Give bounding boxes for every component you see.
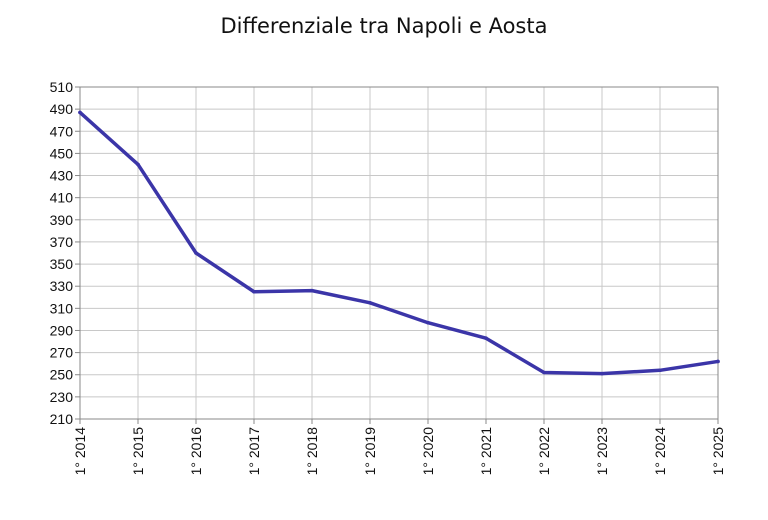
x-tick-label: 1° 2023 <box>594 427 610 476</box>
data-point <box>426 320 430 325</box>
grid-lines <box>79 86 719 420</box>
data-point <box>484 336 488 341</box>
x-tick-label: 1° 2017 <box>246 427 262 476</box>
data-point <box>78 110 82 115</box>
y-tick-label: 450 <box>50 145 74 161</box>
y-tick-label: 210 <box>50 411 74 427</box>
x-tick-label: 1° 2014 <box>72 427 88 476</box>
data-point <box>310 288 314 293</box>
data-point <box>716 359 720 364</box>
x-tick-label: 1° 2016 <box>188 427 204 476</box>
y-tick-label: 410 <box>50 190 74 206</box>
y-tick-label: 370 <box>50 234 74 250</box>
x-axis: 1° 2014 1° 2015 1° 2016 1° 2017 1° 2018 1° 20… <box>72 419 726 475</box>
x-tick-label: 1° 2024 <box>652 427 668 476</box>
plot-frame <box>79 86 719 420</box>
data-point <box>368 301 372 305</box>
data-point <box>542 370 546 375</box>
data-point <box>136 162 140 167</box>
y-tick-label: 310 <box>50 300 74 316</box>
series-line <box>78 110 720 376</box>
y-tick-label: 510 <box>50 79 74 95</box>
y-tick-label: 350 <box>50 256 74 272</box>
x-tick-label: 1° 2018 <box>304 427 320 476</box>
y-axis: 210 230 250 270 290 310 330 350 370 390 410 430 450 4… <box>50 79 80 427</box>
y-tick-label: 270 <box>50 345 74 361</box>
x-tick-label: 1° 2020 <box>420 427 436 476</box>
y-tick-label: 290 <box>50 322 74 338</box>
data-point <box>194 251 198 255</box>
data-point <box>600 371 604 376</box>
y-tick-label: 490 <box>50 101 74 117</box>
y-tick-label: 250 <box>50 367 74 383</box>
y-tick-label: 430 <box>50 168 74 184</box>
y-tick-label: 390 <box>50 212 74 228</box>
series-group <box>78 110 720 376</box>
x-tick-label: 1° 2022 <box>536 427 552 476</box>
x-tick-label: 1° 2025 <box>710 427 726 476</box>
chart-title: Differenziale tra Napoli e Aosta <box>220 14 548 38</box>
data-point <box>252 289 256 294</box>
y-tick-label: 230 <box>50 389 74 405</box>
y-tick-label: 330 <box>50 278 74 294</box>
x-tick-label: 1° 2019 <box>362 427 378 476</box>
x-tick-label: 1° 2015 <box>130 427 146 476</box>
x-tick-label: 1° 2021 <box>478 427 494 476</box>
data-point <box>658 368 662 373</box>
y-tick-label: 470 <box>50 123 74 139</box>
